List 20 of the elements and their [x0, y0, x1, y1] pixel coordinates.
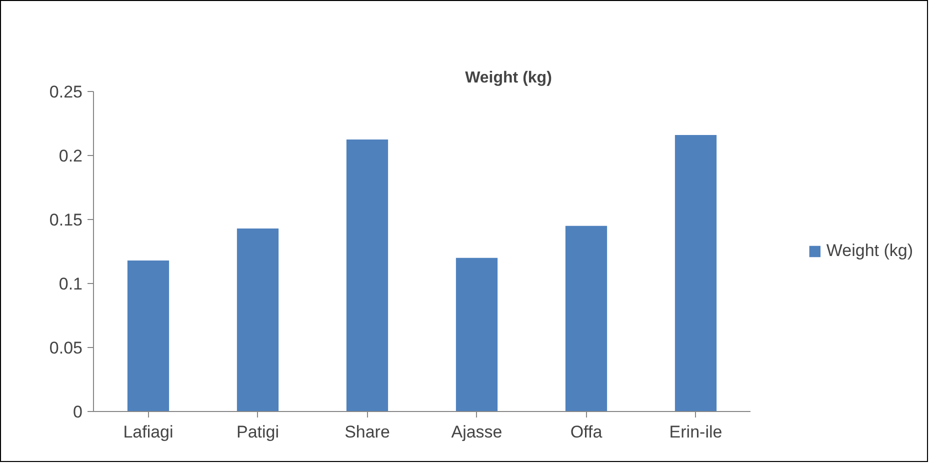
bar: [127, 260, 170, 412]
x-tick-label: Erin-ile: [669, 422, 722, 442]
x-tick-label: Patigi: [236, 422, 280, 442]
y-tick-label: 0: [73, 402, 83, 422]
y-tick-label: 0.05: [49, 338, 83, 358]
y-tick-label: 0.15: [49, 210, 83, 230]
y-tick-label: 0.2: [58, 146, 83, 166]
x-tick-label: Offa: [570, 422, 603, 442]
legend-label: Weight (kg): [826, 241, 913, 261]
y-tick-label: 0.25: [49, 82, 83, 102]
bar: [346, 140, 388, 412]
bar: [565, 226, 608, 412]
y-tick-label: 0.1: [58, 274, 83, 294]
bar: [236, 228, 279, 412]
x-tick-label: Share: [344, 422, 390, 442]
chart-title: Weight (kg): [465, 70, 552, 86]
bar: [674, 135, 717, 412]
x-tick-label: Ajasse: [451, 422, 502, 442]
x-tick-label: Lafiagi: [123, 422, 174, 442]
bar: [456, 258, 498, 412]
